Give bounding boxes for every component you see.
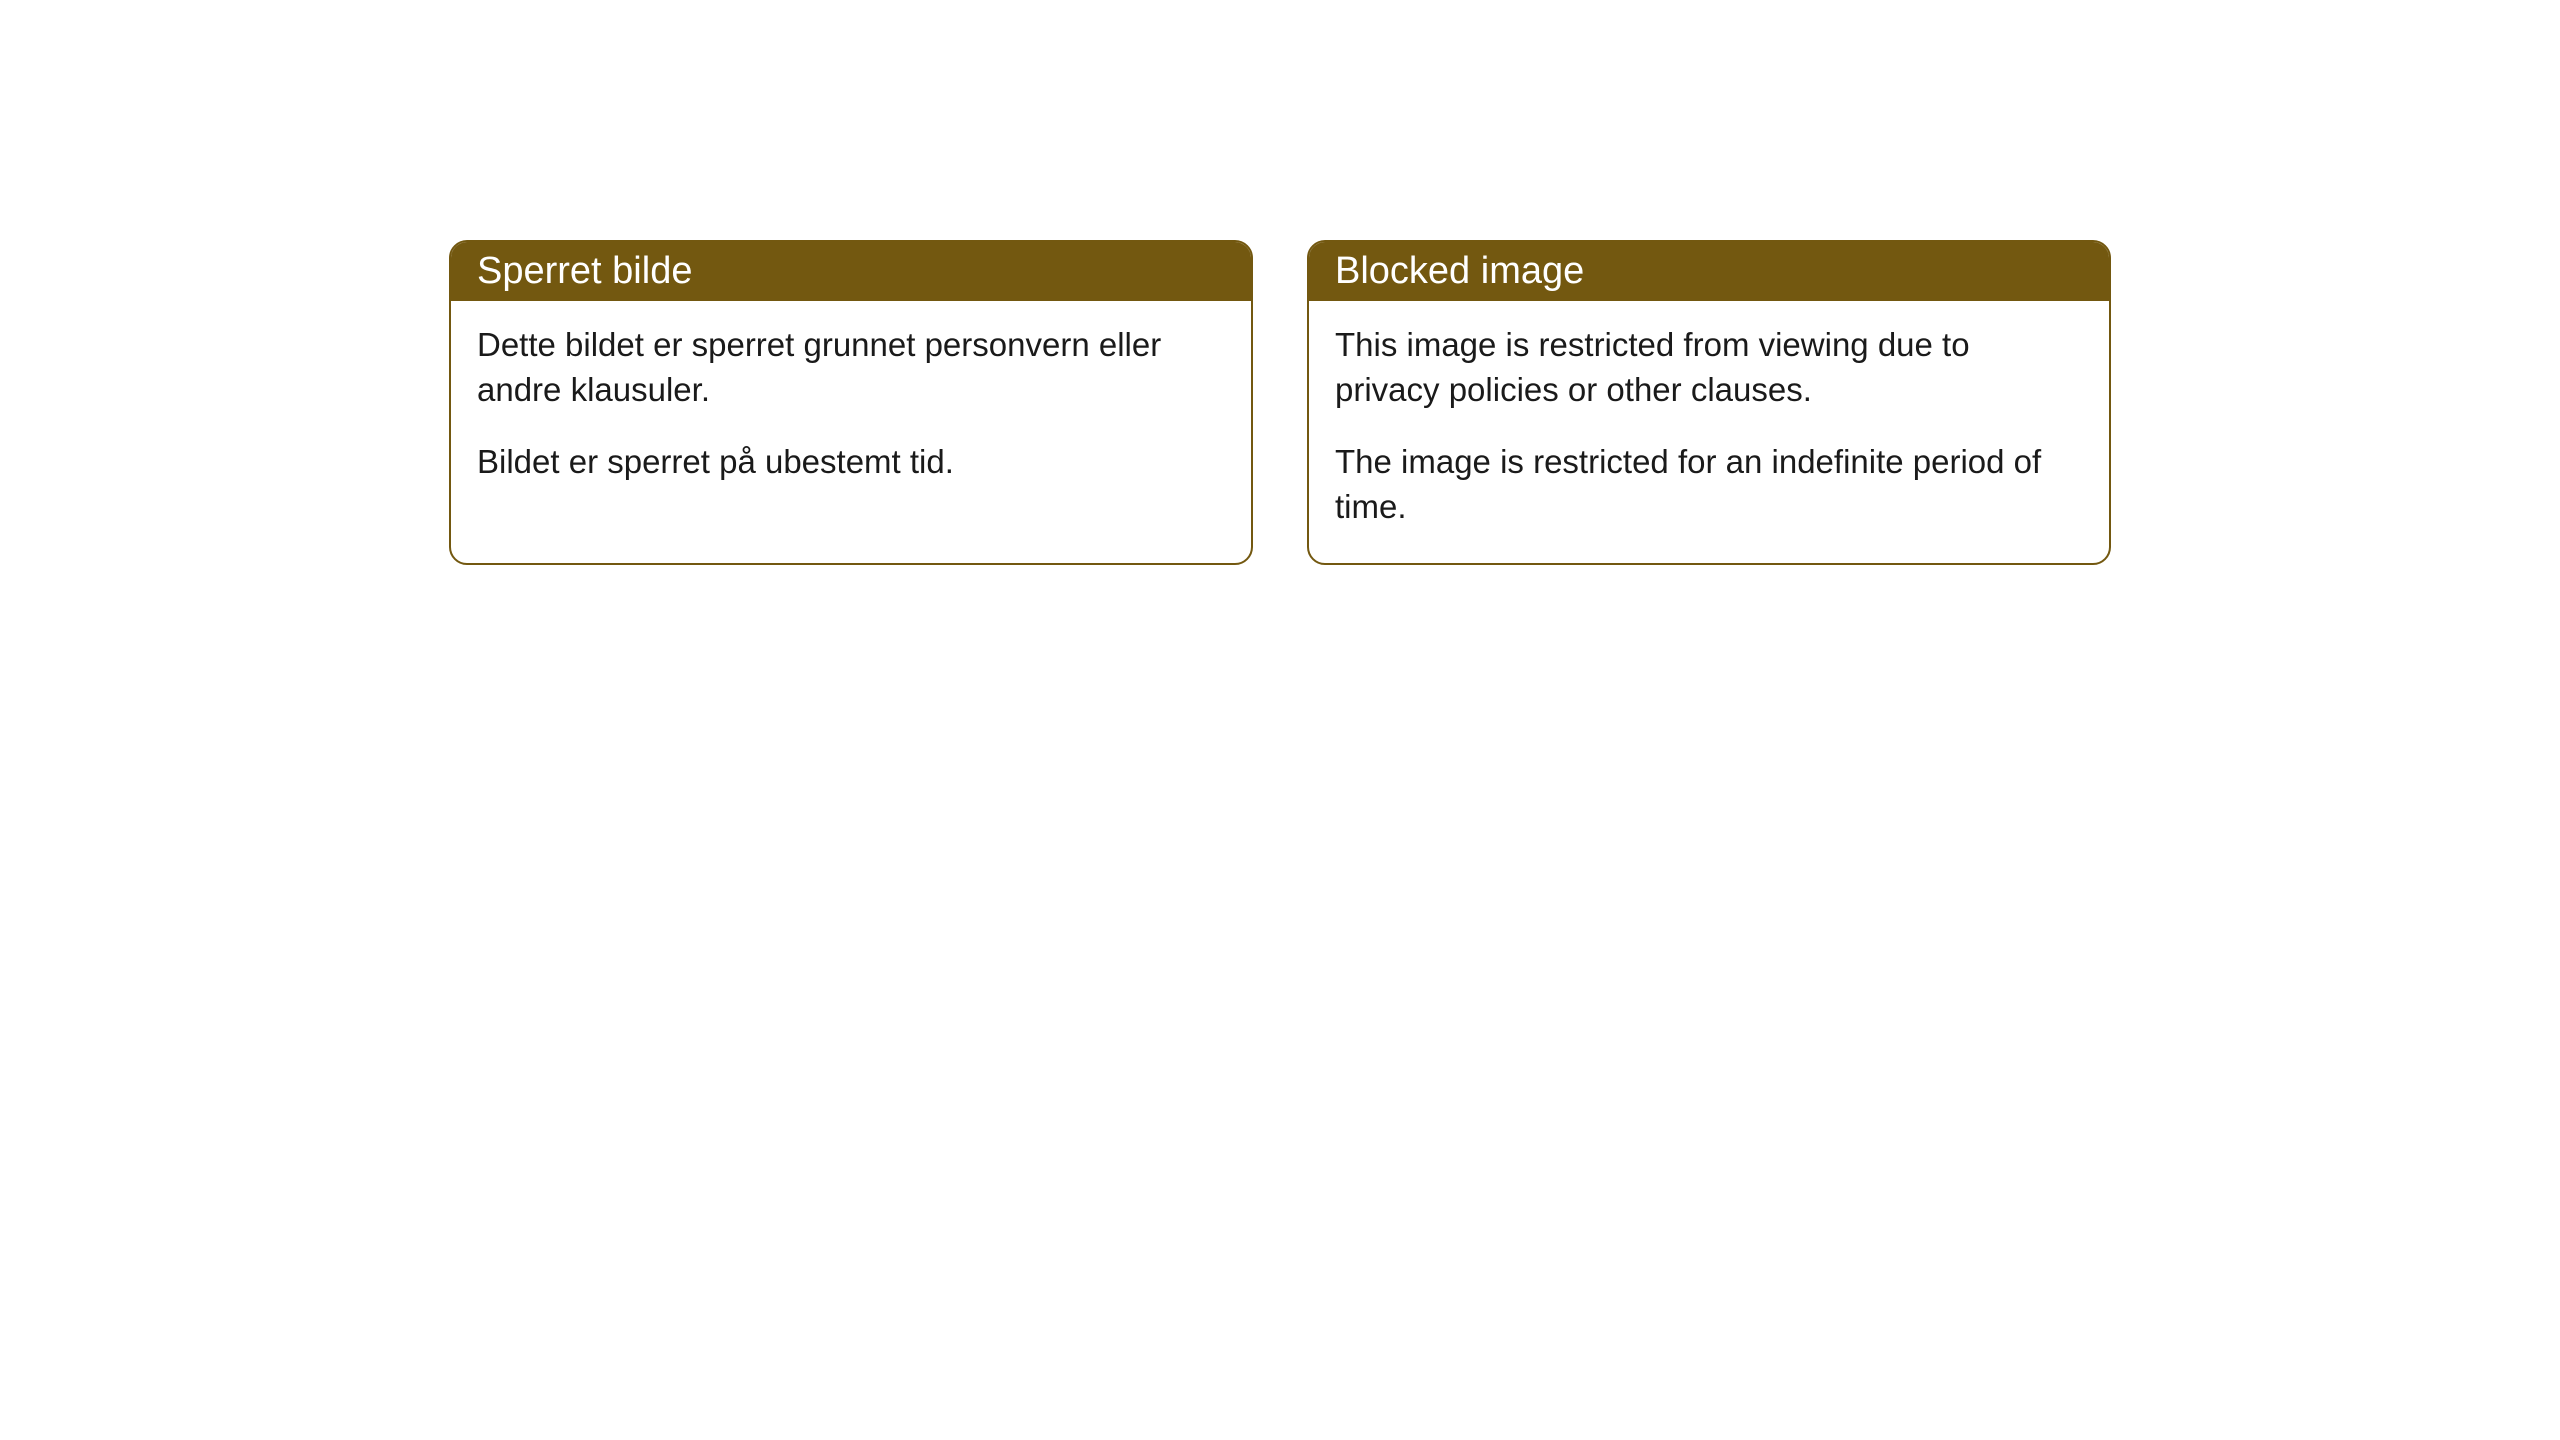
card-title: Sperret bilde	[477, 250, 692, 292]
card-header-english: Blocked image	[1309, 242, 2109, 301]
notice-container: Sperret bilde Dette bildet er sperret gr…	[449, 240, 2111, 565]
blocked-image-card-norwegian: Sperret bilde Dette bildet er sperret gr…	[449, 240, 1253, 565]
blocked-image-card-english: Blocked image This image is restricted f…	[1307, 240, 2111, 565]
notice-paragraph: Dette bildet er sperret grunnet personve…	[477, 323, 1225, 412]
notice-paragraph: The image is restricted for an indefinit…	[1335, 440, 2083, 529]
notice-paragraph: Bildet er sperret på ubestemt tid.	[477, 440, 1225, 485]
notice-paragraph: This image is restricted from viewing du…	[1335, 323, 2083, 412]
card-body-norwegian: Dette bildet er sperret grunnet personve…	[451, 301, 1251, 519]
card-body-english: This image is restricted from viewing du…	[1309, 301, 2109, 563]
card-title: Blocked image	[1335, 250, 1584, 292]
card-header-norwegian: Sperret bilde	[451, 242, 1251, 301]
